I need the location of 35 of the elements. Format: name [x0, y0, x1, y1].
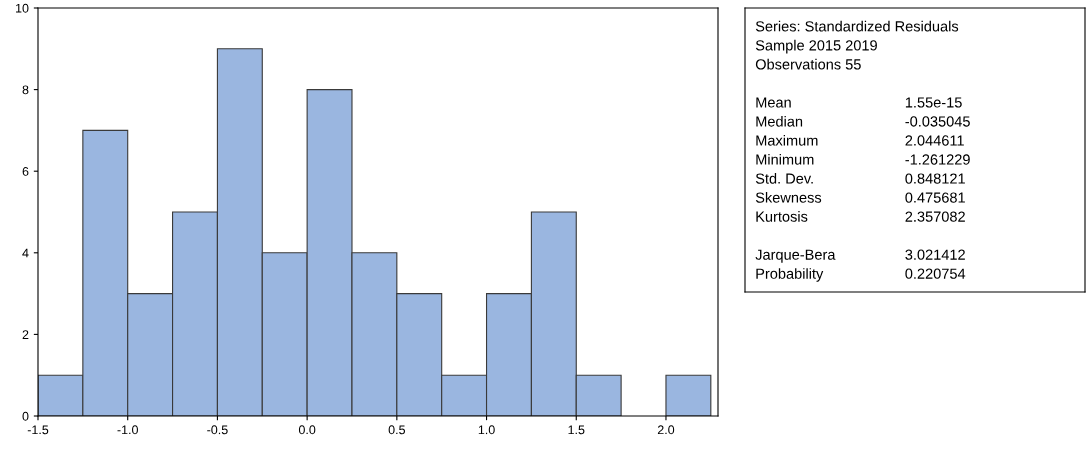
x-tick-label: -1.0: [117, 425, 138, 435]
y-tick-label: 4: [22, 248, 29, 258]
text: 2.357082: [905, 211, 965, 222]
text: Skewness: [755, 192, 822, 203]
text: Observations 55: [755, 58, 861, 70]
text: Probability: [756, 268, 824, 282]
x-tick-label: 1.0: [478, 425, 495, 435]
x-tick-label: 1.5: [568, 425, 585, 435]
text: Mean: [756, 97, 791, 108]
text: 1.55e-15: [905, 97, 962, 108]
x-tick-label: 0.0: [298, 425, 316, 435]
x-tick-label: 2.0: [657, 425, 675, 435]
y-tick-label: 0: [22, 411, 29, 421]
text: Std. Dev.: [755, 173, 813, 184]
y-tick-label: 8: [22, 85, 29, 95]
text: 0.475681: [905, 192, 965, 203]
text: 2.044611: [905, 135, 964, 146]
text: Series: Standardized Residuals: [755, 20, 959, 32]
text: Kurtosis: [756, 211, 808, 222]
y-tick-label: 6: [22, 167, 29, 176]
text: 0.848121: [905, 173, 965, 184]
x-tick-label: -1.5: [27, 425, 49, 435]
text: Sample 2015 2019: [755, 39, 877, 54]
text: -0.035045: [905, 116, 970, 127]
text: Median: [756, 115, 803, 127]
text: -1.261229: [905, 154, 970, 165]
y-tick-label: 10: [16, 3, 29, 13]
text: 3.021412: [905, 249, 965, 260]
x-tick-label: -0.5: [207, 425, 228, 435]
text: Maximum: [756, 134, 818, 146]
text: Minimum: [756, 153, 814, 165]
text: Jarque-Bera: [755, 249, 836, 263]
x-tick-label: 0.5: [388, 425, 405, 435]
y-tick-label: 2: [22, 330, 29, 339]
text: 0.220754: [905, 268, 966, 279]
